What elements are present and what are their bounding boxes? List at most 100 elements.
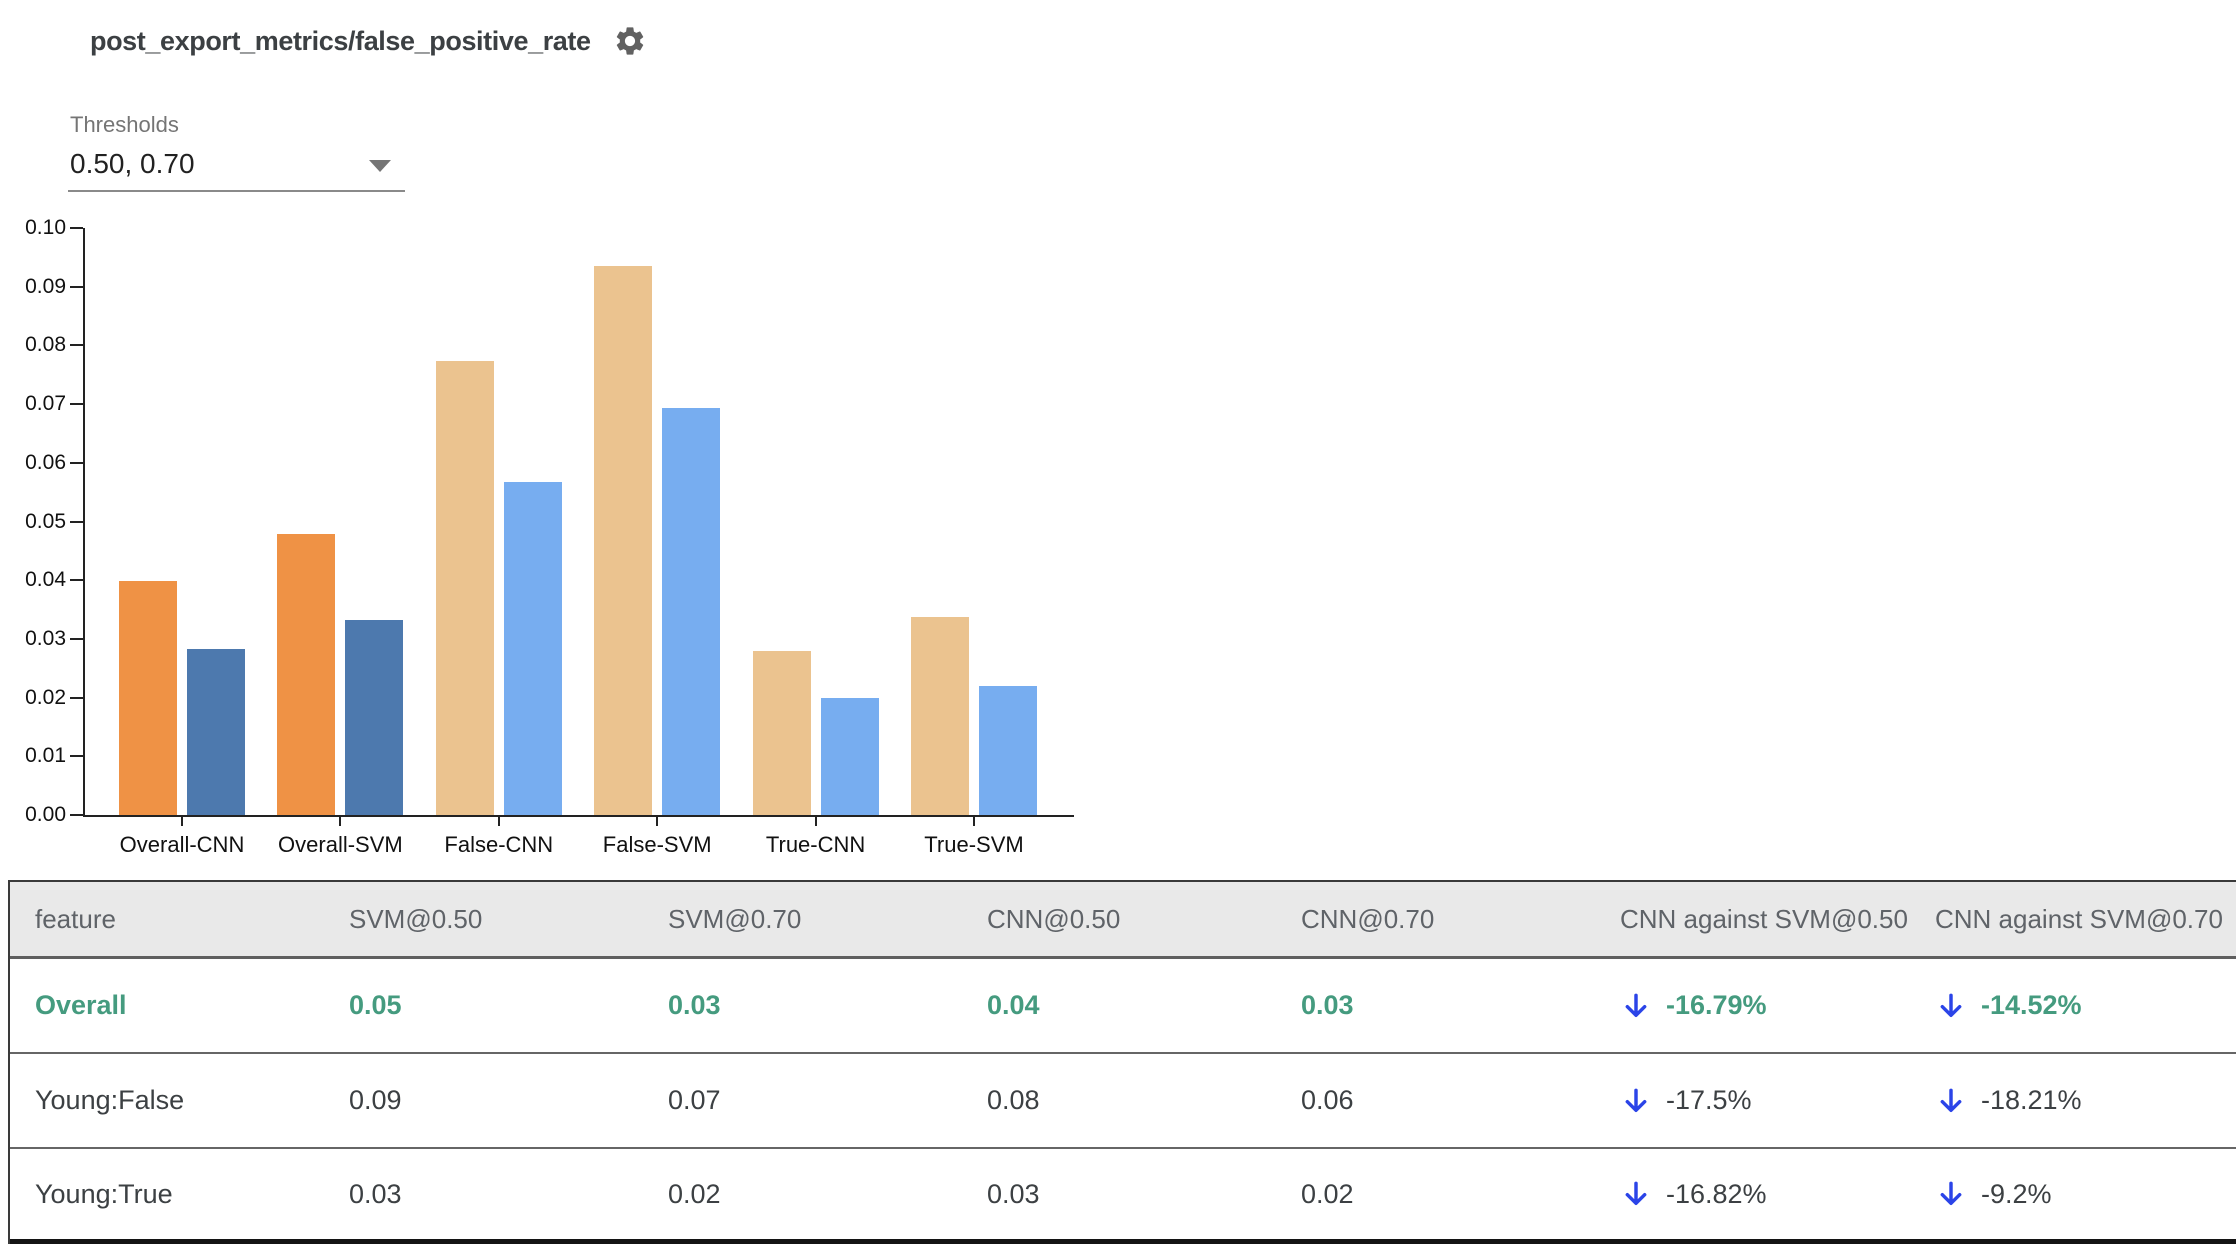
thresholds-value: 0.50, 0.70 [70,148,195,179]
diff-cell: -16.79% [1595,989,1910,1023]
false-positive-rate-bar-chart: 0.00 0.01 0.02 0.03 0.04 0.05 0.06 0.07 0.08 0.09… [0,0,1120,880]
diff-cell: -16.82% [1595,1177,1910,1211]
arrow-down-icon [1940,1181,1962,1206]
dropdown-caret-icon [369,160,391,172]
y-tick-label: 0.00 [25,803,66,826]
y-tick-label: 0.05 [25,509,66,533]
column-header-cnn-against-svm-0-70: CNN against SVM@0.70 [1935,903,2223,934]
thresholds-select[interactable]: 0.50, 0.70 [68,144,405,192]
thresholds-dropdown: Thresholds 0.50, 0.70 [68,112,405,192]
table-row-young-false: Young:False 0.09 0.07 0.08 0.06 -17.5% -18.21% [10,1054,2236,1149]
metric-value-cell: 0.02 [1301,1178,1354,1209]
metric-value-cell: 0.06 [1301,1085,1354,1115]
x-tick-label: Overall-SVM [278,832,403,857]
metric-value-cell: 0.02 [668,1178,721,1209]
y-tick-label: 0.07 [25,392,66,416]
y-tick-mark [70,637,83,640]
bar-False-CNN-threshold0.70[interactable] [503,482,562,815]
column-header-feature: feature [35,903,116,934]
feature-cell: Young:True [35,1178,173,1209]
bar-Overall-SVM-threshold0.70[interactable] [345,619,404,815]
diff-cell: -14.52% [1910,989,2230,1023]
column-header-cnn-against-svm-0-50: CNN against SVM@0.50 [1620,903,1908,934]
panel-header: post_export_metrics/false_positive_rate [90,24,647,58]
table-row-overall: Overall 0.05 0.03 0.04 0.03 -16.79% -14.52% [10,959,2236,1054]
column-header-cnn-0-50: CNN@0.50 [987,903,1121,934]
arrow-down-icon [1940,993,1962,1017]
y-tick-mark [70,461,83,464]
x-tick-label: True-SVM [924,832,1024,857]
bar-False-SVM-threshold0.70[interactable] [662,407,721,815]
metric-value-cell: 0.03 [349,1178,402,1209]
y-tick-mark [70,285,83,288]
metric-value-cell: 0.04 [987,990,1040,1020]
metrics-table: feature SVM@0.50 SVM@0.70 CNN@0.50 CNN@0.70 C… [8,880,2236,1244]
metric-value-cell: 0.03 [668,990,721,1020]
bar-True-SVM-threshold0.50[interactable] [911,617,969,815]
diff-value: -9.2% [1981,1178,2052,1209]
x-tick-label: False-CNN [444,832,554,857]
metric-value-cell: 0.09 [349,1085,402,1115]
y-tick-mark [70,755,83,758]
y-tick-label: 0.06 [25,450,66,474]
y-tick-mark [70,579,83,582]
bar-True-CNN-threshold0.50[interactable] [752,651,811,815]
column-header-svm-0-70: SVM@0.70 [668,903,802,934]
metric-value-cell: 0.05 [349,990,402,1020]
bar-Overall-CNN-threshold0.70[interactable] [187,648,245,815]
arrow-down-icon [1625,1181,1647,1206]
page-title: post_export_metrics/false_positive_rate [90,25,591,56]
metric-value-cell: 0.03 [1301,990,1354,1020]
y-tick-label: 0.10 [25,216,66,239]
y-tick-mark [70,403,83,406]
diff-value: -16.82% [1666,1178,1767,1209]
metric-value-cell: 0.03 [987,1178,1040,1209]
x-tick-mark [973,817,975,826]
y-tick-label: 0.02 [25,685,66,709]
metric-value-cell: 0.08 [987,1085,1040,1115]
y-tick-label: 0.03 [25,626,66,650]
y-tick-mark [70,814,83,816]
feature-cell: Young:False [35,1085,185,1115]
diff-value: -14.52% [1981,990,2082,1020]
x-tick-label: Overall-CNN [119,832,245,857]
x-axis-line [83,815,1074,817]
bar-True-SVM-threshold0.70[interactable] [979,685,1037,815]
diff-cell: -9.2% [1910,1177,2230,1211]
feature-cell: Overall [35,990,127,1020]
y-tick-label: 0.08 [25,333,66,357]
x-tick-mark [497,817,500,826]
table-row-young-true: Young:True 0.03 0.02 0.03 0.02 -16.82% -9.2% [10,1149,2236,1244]
bar-True-CNN-threshold0.70[interactable] [820,697,879,815]
x-tick-mark [814,817,817,826]
settings-gear-icon[interactable] [613,24,647,58]
thresholds-label: Thresholds [70,112,179,137]
bar-Overall-CNN-threshold0.50[interactable] [119,581,177,815]
arrow-down-icon [1625,1088,1647,1112]
diff-value: -16.79% [1666,990,1767,1020]
bar-False-CNN-threshold0.50[interactable] [435,360,494,815]
x-tick-mark [181,817,183,826]
bar-False-SVM-threshold0.50[interactable] [594,265,653,815]
x-tick-label: False-SVM [602,832,712,857]
y-tick-label: 0.09 [25,274,66,298]
x-tick-mark [656,817,659,826]
bar-Overall-SVM-threshold0.50[interactable] [277,534,336,815]
arrow-down-icon [1940,1088,1962,1112]
y-tick-mark [70,696,83,699]
diff-value: -18.21% [1981,1085,2082,1115]
column-header-cnn-0-70: CNN@0.70 [1301,903,1435,934]
x-tick-mark [339,817,342,826]
metric-value-cell: 0.07 [668,1085,721,1115]
y-tick-mark [70,520,83,523]
y-tick-label: 0.01 [25,744,66,768]
y-axis-line [83,228,85,817]
diff-cell: -18.21% [1910,1084,2230,1118]
y-tick-mark [70,344,83,347]
y-tick-mark [70,227,83,229]
diff-value: -17.5% [1666,1085,1752,1115]
table-header-row: feature SVM@0.50 SVM@0.70 CNN@0.50 CNN@0.70 C… [10,882,2236,959]
column-header-svm-0-50: SVM@0.50 [349,903,483,934]
diff-cell: -17.5% [1595,1084,1910,1118]
